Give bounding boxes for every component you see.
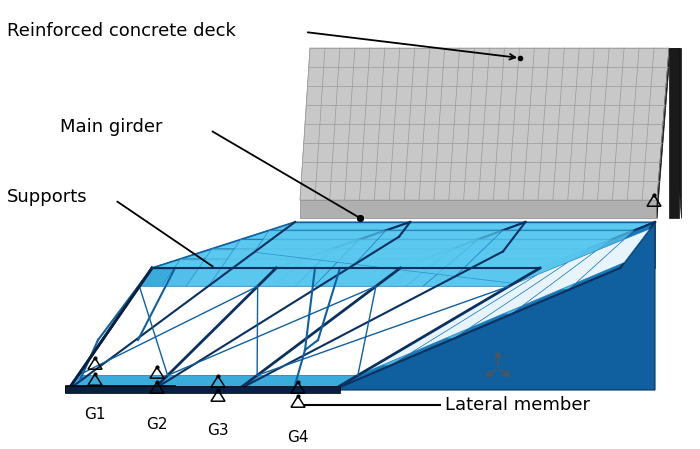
Polygon shape: [305, 239, 478, 304]
Polygon shape: [113, 259, 303, 359]
Polygon shape: [576, 229, 650, 283]
Polygon shape: [167, 286, 376, 375]
Polygon shape: [163, 249, 332, 326]
Polygon shape: [523, 239, 624, 305]
Polygon shape: [257, 286, 509, 375]
Polygon shape: [202, 259, 426, 362]
Polygon shape: [333, 222, 655, 390]
Polygon shape: [290, 259, 563, 365]
Polygon shape: [152, 222, 655, 268]
Polygon shape: [669, 48, 679, 218]
Text: G1: G1: [84, 407, 106, 422]
Polygon shape: [669, 48, 681, 218]
Polygon shape: [358, 275, 537, 375]
Text: G3: G3: [207, 423, 229, 438]
Text: Supports: Supports: [7, 188, 88, 206]
Polygon shape: [455, 230, 634, 290]
Polygon shape: [470, 251, 596, 328]
Polygon shape: [402, 239, 611, 314]
Polygon shape: [454, 239, 611, 339]
Polygon shape: [511, 230, 634, 314]
Polygon shape: [65, 386, 340, 393]
Text: Main girder: Main girder: [60, 118, 162, 136]
Polygon shape: [254, 230, 386, 264]
Text: G4: G4: [287, 430, 309, 445]
Polygon shape: [657, 48, 669, 218]
Polygon shape: [411, 262, 568, 353]
Polygon shape: [333, 259, 563, 390]
Polygon shape: [68, 268, 540, 390]
Polygon shape: [152, 222, 655, 268]
Polygon shape: [300, 48, 669, 200]
Polygon shape: [568, 222, 655, 290]
Polygon shape: [300, 200, 657, 218]
Polygon shape: [78, 286, 258, 375]
Polygon shape: [209, 239, 359, 295]
Polygon shape: [349, 249, 588, 339]
Polygon shape: [391, 249, 588, 365]
Polygon shape: [355, 230, 503, 277]
Text: Lateral member: Lateral member: [445, 396, 590, 414]
Text: G2: G2: [146, 417, 168, 432]
Polygon shape: [256, 249, 453, 332]
Polygon shape: [65, 385, 175, 392]
Text: Reinforced concrete deck: Reinforced concrete deck: [7, 22, 236, 40]
